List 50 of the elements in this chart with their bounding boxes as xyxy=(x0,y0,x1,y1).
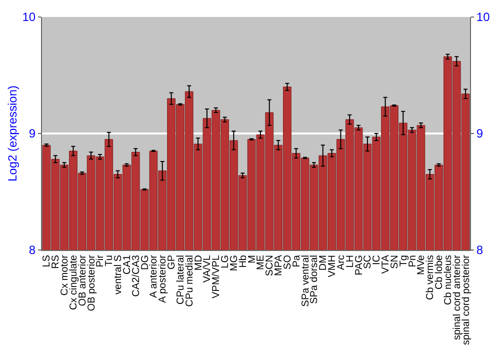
x-tick-label: RS xyxy=(50,254,62,269)
x-tick-label: IC xyxy=(372,255,383,265)
x-tick-label: Pa xyxy=(291,254,302,268)
x-tick-label: spinal cord posterior xyxy=(460,254,472,346)
x-tick-label: Cb nucleus xyxy=(442,255,454,306)
x-tick-label: Tu xyxy=(104,255,116,266)
x-tick-label: VTA xyxy=(380,254,392,274)
x-tick-label: VMH xyxy=(327,255,338,278)
x-tick-label: LG xyxy=(220,254,232,268)
x-tick-label: SN xyxy=(389,255,400,269)
x-tick-label: SCN xyxy=(264,255,276,276)
x-tick-label: MG xyxy=(228,254,240,272)
x-tick-label: MVe xyxy=(416,254,428,276)
x-tick-label: M xyxy=(246,255,258,264)
x-tick-label: spinal cord anterior xyxy=(452,254,463,340)
x-tick-label: CPu medial xyxy=(184,255,196,307)
x-tick-label: MPA xyxy=(274,254,285,276)
y2-tick-label: 8 xyxy=(476,243,484,258)
x-tick-label: GP xyxy=(166,254,178,270)
x-tick-label: OB posterior xyxy=(86,254,98,312)
x-tick-label: SPa dorsal xyxy=(309,255,320,304)
x-tick-label: LS xyxy=(42,254,53,268)
x-tick-label: Cx cingulate xyxy=(68,254,80,310)
x-tick-label: PAG xyxy=(354,254,365,276)
y-tick-label: 8 xyxy=(28,243,36,258)
x-tick-label: CA2/CA3 xyxy=(130,254,142,297)
x-tick-label: Cb lobe xyxy=(434,254,446,290)
x-tick-label: DG xyxy=(140,254,151,270)
x-tick-label: DM xyxy=(318,255,330,271)
x-tick-label: A anterior xyxy=(148,254,160,298)
x-tick-label: CA1 xyxy=(122,254,133,274)
x-tick-label: Arc xyxy=(336,255,347,270)
x-tick-label: ventral S xyxy=(113,254,124,294)
y-axis-title: Log2 (expression) xyxy=(6,85,20,182)
x-tick-label: SC xyxy=(362,255,374,269)
x-tick-label: Pn xyxy=(407,255,418,268)
x-tick-label: SO xyxy=(282,254,294,270)
y-tick-label: 10 xyxy=(22,10,36,24)
x-tick-label: OB anterior xyxy=(77,254,88,306)
x-tick-label: Tg xyxy=(398,255,410,267)
y2-tick-label: 10 xyxy=(476,10,490,24)
x-tick-label: Hb xyxy=(238,254,249,268)
x-tick-label: LH xyxy=(344,255,356,268)
x-tick-label: VPM/VPL xyxy=(211,254,222,298)
x-tick-label: ME xyxy=(256,254,267,270)
y2-tick-label: 9 xyxy=(476,126,484,141)
x-tick-label: A posterior xyxy=(158,254,169,303)
x-tick-label: CPu lateral xyxy=(175,255,186,304)
x-tick-label: Pir xyxy=(95,254,106,268)
y-tick-label: 9 xyxy=(28,126,36,141)
